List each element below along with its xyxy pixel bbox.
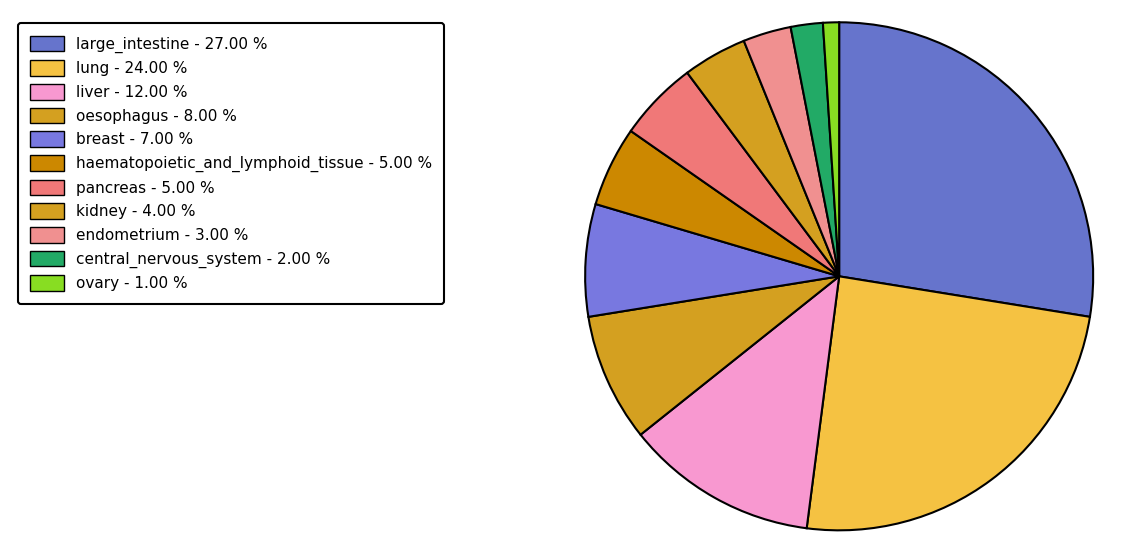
Wedge shape — [595, 131, 839, 277]
Wedge shape — [687, 41, 839, 277]
Wedge shape — [839, 22, 1093, 317]
Wedge shape — [631, 73, 839, 277]
Wedge shape — [823, 22, 839, 277]
Legend: large_intestine - 27.00 %, lung - 24.00 %, liver - 12.00 %, oesophagus - 8.00 %,: large_intestine - 27.00 %, lung - 24.00 … — [18, 23, 445, 303]
Wedge shape — [585, 204, 839, 317]
Wedge shape — [744, 27, 839, 277]
Wedge shape — [641, 277, 839, 528]
Wedge shape — [806, 277, 1090, 530]
Wedge shape — [589, 277, 839, 435]
Wedge shape — [790, 23, 839, 277]
